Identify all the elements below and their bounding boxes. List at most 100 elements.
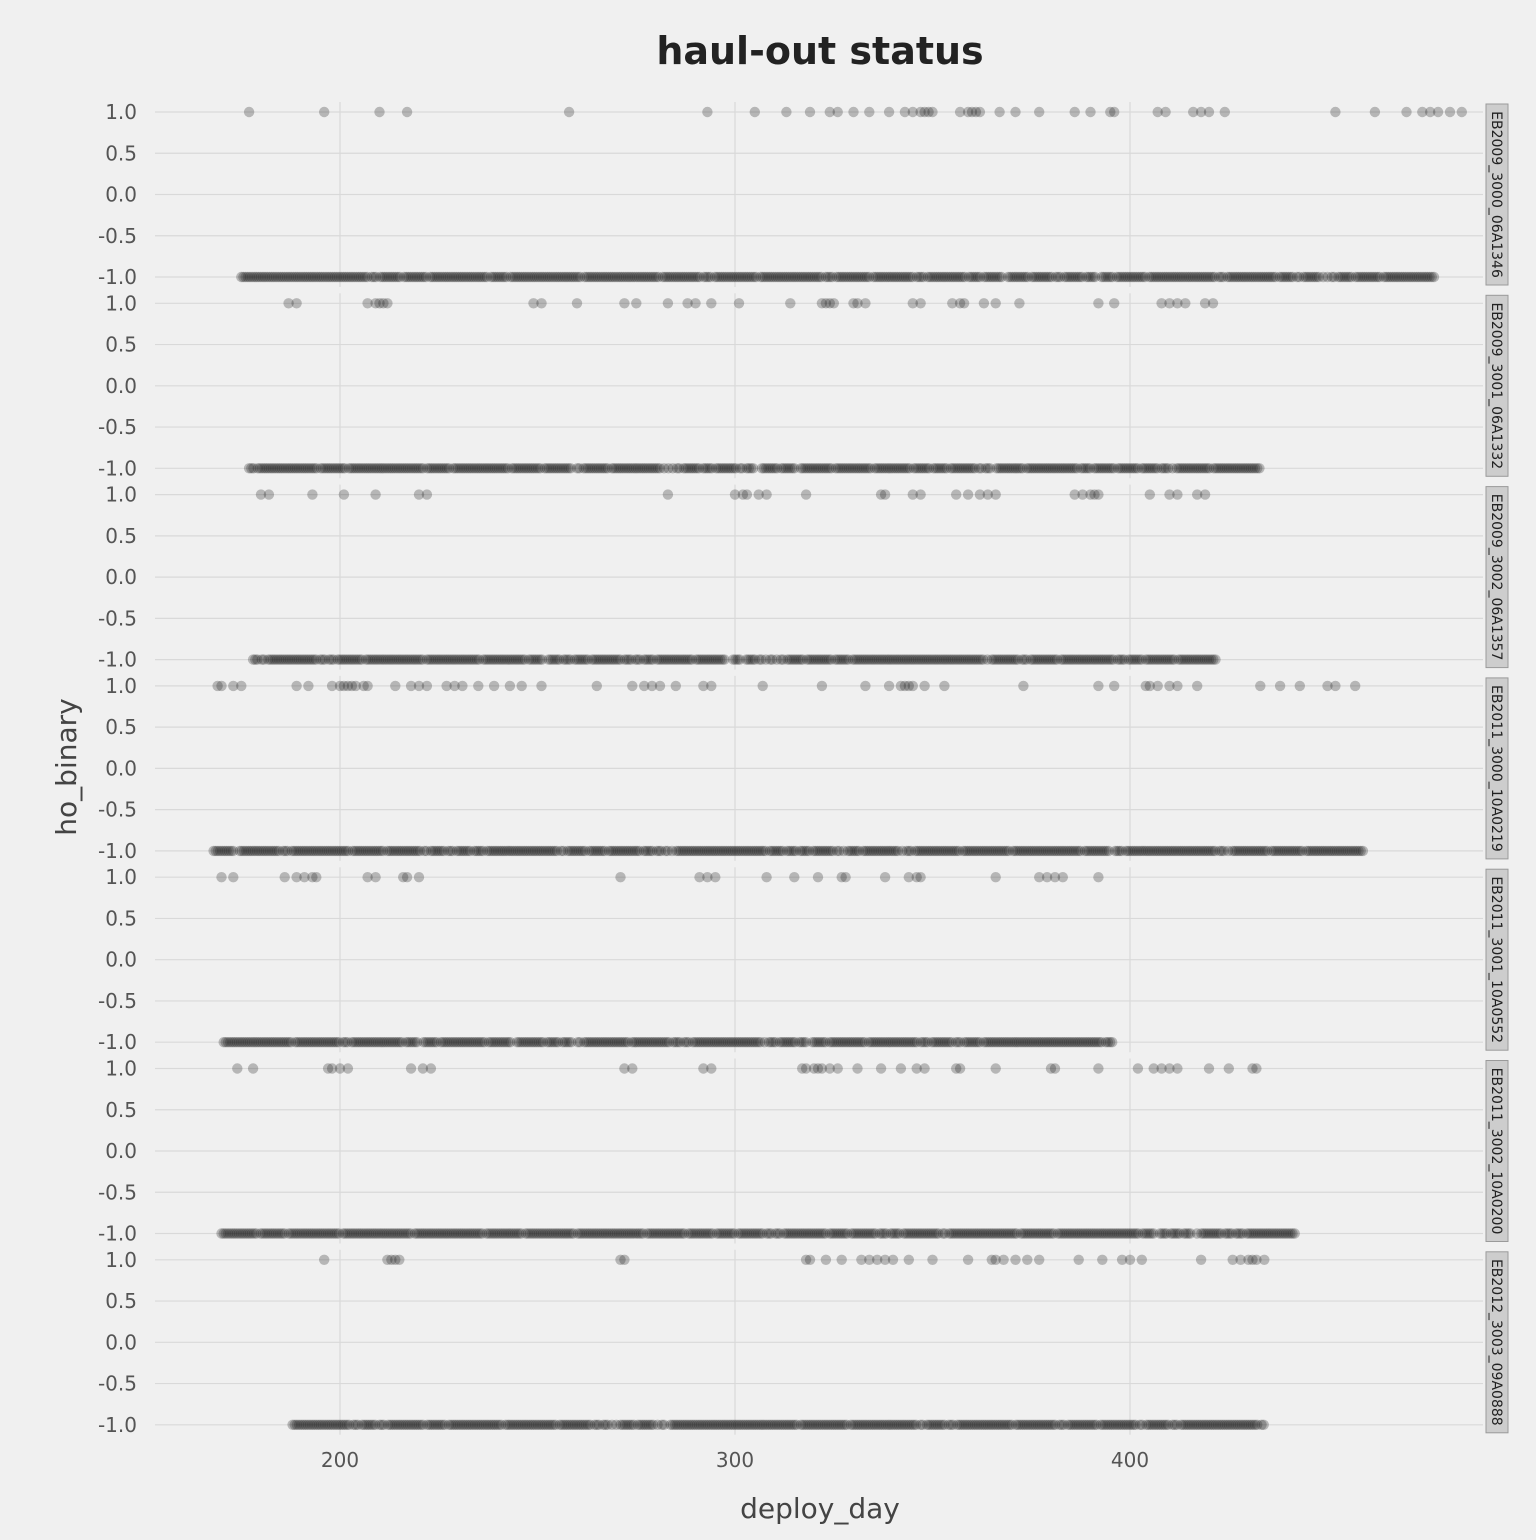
data-point [443, 654, 454, 665]
data-point [1196, 1228, 1207, 1239]
data-point [386, 271, 397, 283]
data-point [694, 271, 705, 283]
data-point [1444, 106, 1456, 118]
data-point [1274, 271, 1285, 283]
data-point [271, 845, 282, 857]
data-point [1122, 1228, 1133, 1239]
data-point [1026, 1037, 1038, 1048]
data-point [607, 271, 618, 283]
data-point [1010, 1419, 1022, 1431]
data-point [418, 1228, 429, 1239]
data-point [883, 271, 894, 283]
data-point [768, 1037, 779, 1048]
data-point [390, 1254, 401, 1266]
data-point [645, 463, 657, 474]
data-point [1285, 271, 1296, 283]
data-point [320, 1228, 331, 1239]
data-point [749, 654, 761, 665]
data-point [583, 1037, 594, 1048]
data-point [902, 463, 913, 474]
data-point [686, 845, 697, 857]
data-point [960, 845, 971, 857]
data-point [410, 654, 422, 665]
data-point [591, 463, 602, 474]
data-point [706, 680, 717, 692]
data-point [874, 271, 886, 283]
data-point [919, 106, 930, 118]
data-point [256, 654, 267, 665]
data-point [1032, 654, 1043, 665]
data-point [422, 1037, 434, 1048]
data-point [840, 872, 851, 883]
data-point [926, 1228, 938, 1239]
data-point [777, 271, 788, 283]
y-tick-label: 0.5 [105, 1289, 137, 1313]
data-point [1134, 654, 1145, 665]
data-point [296, 463, 307, 474]
data-point [843, 654, 854, 665]
data-point [729, 489, 741, 500]
data-point [362, 298, 373, 309]
data-point [1138, 845, 1149, 857]
data-point [359, 271, 371, 283]
data-point [833, 1037, 844, 1048]
data-point [906, 1419, 917, 1431]
data-point [453, 845, 465, 857]
data-point [782, 1419, 794, 1431]
data-point [898, 271, 910, 283]
data-point [1182, 463, 1193, 474]
data-point [1012, 845, 1023, 857]
y-tick-label: -0.5 [98, 606, 137, 630]
data-point [468, 1228, 479, 1239]
data-point [702, 654, 713, 665]
data-point [856, 1254, 867, 1266]
data-point [914, 654, 926, 665]
data-point [566, 271, 577, 283]
data-point [1173, 463, 1185, 474]
data-point [255, 271, 266, 283]
data-point [1029, 845, 1041, 857]
data-point [1357, 271, 1368, 283]
data-point [502, 654, 513, 665]
data-point [1192, 271, 1203, 283]
data-point [240, 1037, 251, 1048]
data-point [301, 1228, 312, 1239]
data-point [620, 1037, 631, 1048]
data-point [1242, 845, 1253, 857]
data-point [1290, 845, 1301, 857]
data-point [490, 1037, 501, 1048]
data-point [1132, 1063, 1144, 1074]
data-point [993, 1419, 1004, 1431]
data-point [424, 1228, 436, 1239]
data-point [425, 1063, 437, 1074]
data-point [516, 1228, 527, 1239]
data-point [1089, 1419, 1100, 1431]
data-point [654, 463, 665, 474]
data-point [680, 654, 691, 665]
data-point [889, 1037, 901, 1048]
data-point [485, 1037, 497, 1048]
data-point [775, 654, 787, 665]
data-point [1008, 654, 1019, 665]
data-point [758, 845, 769, 857]
data-point [371, 654, 383, 665]
data-point [578, 1419, 589, 1431]
data-point [978, 1037, 990, 1048]
data-point [302, 1419, 313, 1431]
data-point [283, 1037, 294, 1048]
data-point [353, 271, 364, 283]
data-point [1245, 1419, 1256, 1431]
data-point [940, 845, 951, 857]
data-point [749, 106, 760, 118]
data-point [896, 1037, 907, 1048]
data-point [939, 1419, 950, 1431]
data-point [1013, 1037, 1024, 1048]
data-point [943, 1419, 954, 1431]
data-point [246, 271, 258, 283]
data-point [966, 271, 977, 283]
data-point [1195, 463, 1206, 474]
data-point [514, 271, 525, 283]
data-point [1335, 271, 1346, 283]
data-point [1058, 1419, 1070, 1431]
data-point [372, 1228, 384, 1239]
